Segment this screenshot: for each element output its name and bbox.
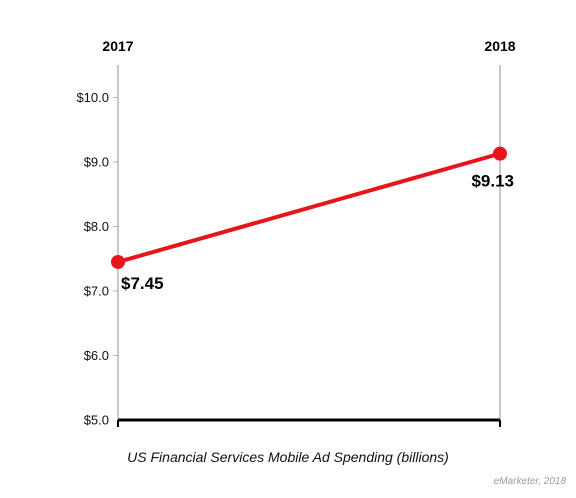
y-axis-ticks: $5.0 $6.0 $7.0 $8.0 $9.0 $10.0: [76, 90, 118, 428]
source-credit: eMarketer, 2018: [493, 476, 566, 487]
data-labels: $7.45 $9.13: [121, 172, 514, 293]
y-tick-label: $8.0: [84, 219, 109, 234]
data-point: [111, 254, 125, 269]
x-axis-category-labels: 2017 2018: [102, 38, 515, 54]
x-category-label: 2018: [484, 38, 515, 54]
data-label: $9.13: [471, 172, 514, 191]
y-tick-label: $6.0: [84, 348, 109, 363]
data-point: [493, 146, 507, 161]
series-group: [111, 146, 507, 269]
data-label: $7.45: [121, 274, 164, 293]
series-line: [116, 151, 502, 264]
y-tick-label: $9.0: [84, 155, 109, 170]
chart-title: US Financial Services Mobile Ad Spending…: [127, 449, 449, 465]
y-tick-label: $7.0: [84, 284, 109, 299]
y-tick-label: $5.0: [84, 413, 109, 428]
axes: [117, 65, 501, 427]
y-tick-label: $10.0: [76, 90, 109, 105]
x-category-label: 2017: [102, 38, 133, 54]
